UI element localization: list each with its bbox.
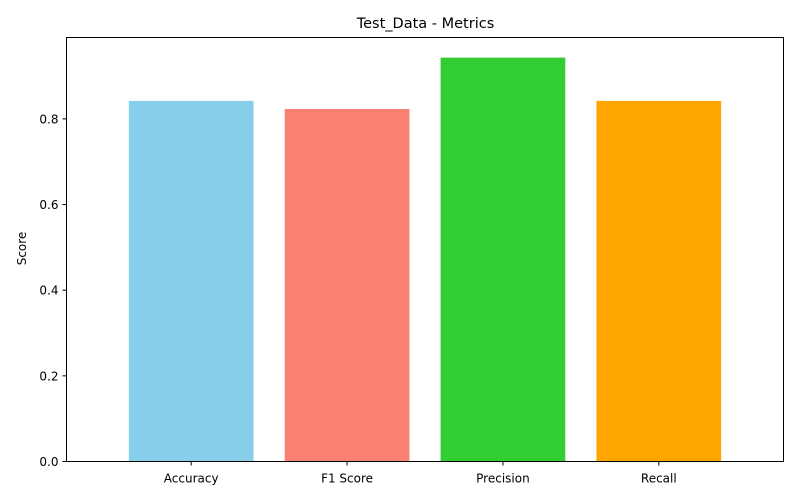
y-tick-label: 0.2: [39, 369, 58, 383]
bar-f1-score: [284, 109, 410, 462]
y-ticks: 0.0 0.2 0.4 0.6 0.8: [39, 112, 67, 469]
x-ticks: Accuracy F1 Score Precision Recall: [164, 461, 677, 486]
chart-title: Test_Data - Metrics: [356, 16, 495, 32]
bar-accuracy: [128, 100, 254, 462]
plot-frame: [66, 37, 784, 462]
bar-precision: [440, 57, 566, 462]
y-tick-label: 0.0: [39, 455, 58, 469]
x-tick-label: F1 Score: [321, 472, 373, 486]
bars-layer: [128, 57, 722, 462]
x-tick-label: Recall: [641, 472, 677, 486]
y-axis-label: Score: [15, 232, 29, 266]
x-tick-label: Accuracy: [164, 472, 219, 486]
y-tick-label: 0.8: [39, 112, 58, 126]
y-tick-label: 0.4: [39, 284, 58, 298]
x-tick-label: Precision: [476, 472, 530, 486]
bar-recall: [596, 100, 722, 462]
y-tick-label: 0.6: [39, 198, 58, 212]
